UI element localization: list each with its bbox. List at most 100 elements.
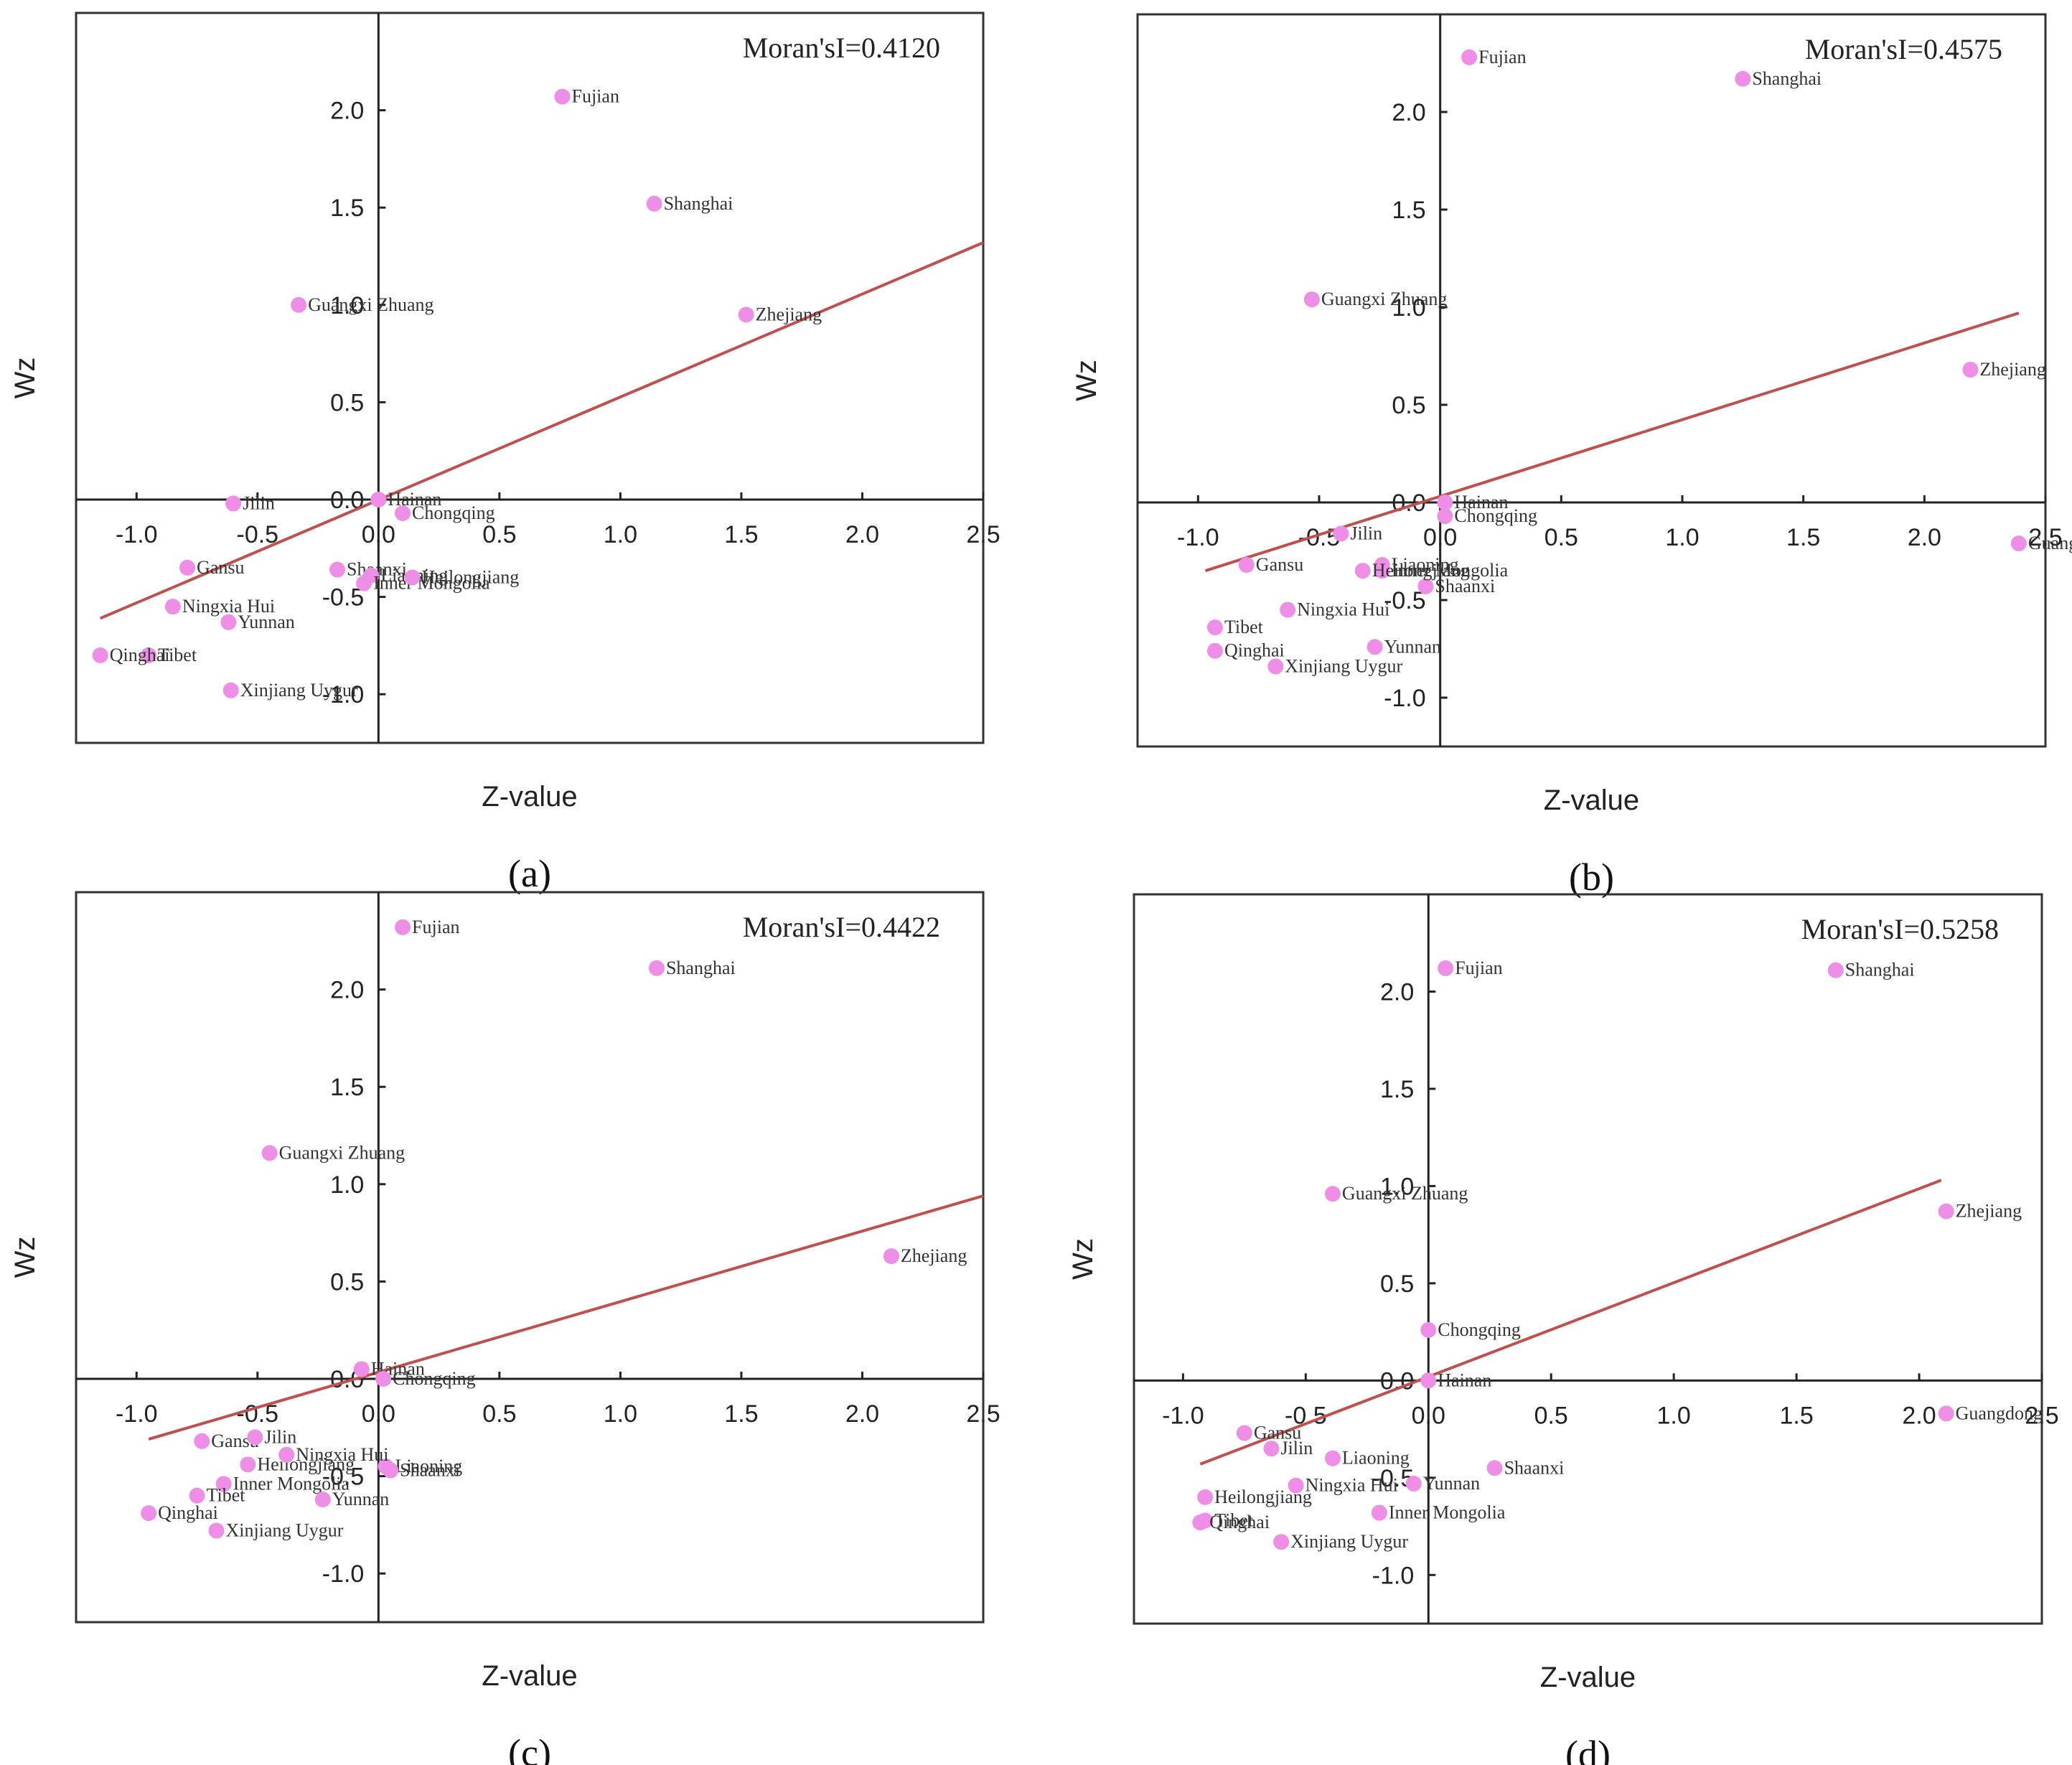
data-point: [1735, 70, 1751, 87]
data-point: [370, 492, 387, 507]
data-point: [314, 1492, 331, 1508]
x-tick-label: 1.5: [724, 521, 758, 548]
point-label: Gansu: [1256, 554, 1303, 575]
regression-line: [1199, 1179, 1942, 1466]
x-tick-label: 2.0: [1902, 1402, 1936, 1429]
data-point: [395, 919, 411, 935]
point-label: Yunnan: [1423, 1473, 1480, 1494]
point-label: Fujian: [412, 917, 459, 937]
panel-b: -1.0 -0.5 0.0 0.5 1.0 1.5 2.0 2.5-1.0-0.50.00.5…: [1071, 13, 2072, 899]
point-label: Qinghai: [158, 1502, 218, 1523]
data-point: [329, 561, 346, 578]
point-label: Tibet: [207, 1485, 246, 1506]
point-label: Yunnan: [238, 612, 294, 632]
data-point: [383, 1462, 399, 1479]
point-label: Qinghai: [1224, 640, 1285, 661]
data-point: [1371, 1504, 1387, 1521]
y-tick-label: 1.0: [1392, 294, 1425, 322]
data-point: [1267, 658, 1284, 675]
x-tick-label: 0.0: [362, 1400, 395, 1428]
point-label: Hainan: [1454, 492, 1508, 512]
point-label: Shaanxi: [1504, 1457, 1565, 1478]
data-point: [356, 575, 372, 591]
data-point: [1263, 1441, 1280, 1457]
data-point: [225, 495, 242, 512]
x-tick-label: 1.5: [1779, 1402, 1813, 1429]
panel-a: -1.0 -0.5 0.0 0.5 1.0 1.5 2.0 2.5 -1.0 -0.5 0.0 0.5…: [9, 11, 1000, 895]
regression-line: [148, 1194, 984, 1441]
x-tick-label: -0.5: [237, 1400, 279, 1428]
y-tick-label: 1.0: [330, 1171, 364, 1199]
x-tick-label: 1.5: [1786, 524, 1820, 551]
y-axis-title: Wz: [9, 357, 41, 399]
point-label: Zhejiang: [1956, 1201, 2022, 1222]
y-tick-label: 0.0: [1380, 1367, 1414, 1395]
data-point: [1197, 1489, 1214, 1505]
y-tick-label: 2.0: [1380, 978, 1414, 1006]
x-tick-label: 2.0: [1908, 524, 1941, 551]
panel-label: (c): [508, 1731, 551, 1765]
data-point: [208, 1522, 225, 1539]
data-point: [1938, 1405, 1954, 1422]
data-point: [261, 1145, 278, 1161]
data-point: [1405, 1475, 1422, 1492]
point-label: Ningxia Hui: [1305, 1475, 1398, 1496]
point-label: Chongqing: [412, 502, 495, 523]
data-point: [1417, 578, 1434, 594]
y-tick-label: 0.5: [1392, 392, 1425, 419]
data-point: [554, 88, 571, 105]
y-tick-label: 0.5: [330, 389, 364, 416]
point-label: Jilin: [1280, 1438, 1313, 1459]
x-tick-label: 1.0: [1665, 524, 1699, 551]
panel-d: -1.0 -0.5 0.0 0.5 1.0 1.5 2.0 2.5-1.0-0.50.00.5…: [1067, 893, 2059, 1765]
data-point: [1461, 49, 1478, 65]
panel-label: (b): [1569, 856, 1614, 899]
point-label: Hainan: [1438, 1370, 1491, 1390]
regression-line: [99, 241, 984, 620]
data-point: [164, 599, 181, 615]
regression-line: [1204, 312, 2020, 573]
data-point: [220, 614, 237, 630]
y-tick-label: -1.0: [322, 681, 365, 708]
point-label: Shanghai: [664, 193, 733, 214]
y-tick-label: 1.0: [1380, 1173, 1414, 1200]
moran-i-annotation: Moran'sI=0.4120: [743, 32, 940, 64]
plot-frame: [75, 891, 985, 1624]
x-tick-label: 2.5: [966, 521, 1000, 548]
x-tick-label: 0.0: [1423, 524, 1457, 551]
y-tick-label: 0.5: [330, 1268, 364, 1296]
data-point: [291, 296, 307, 313]
moran-i-annotation: Moran'sI=0.5258: [1801, 913, 1999, 945]
plot-frame: [75, 11, 985, 744]
moran-i-annotation: Moran'sI=0.4575: [1805, 33, 2002, 65]
x-tick-label: 2.0: [845, 521, 879, 548]
x-tick-label: 0.5: [1534, 1402, 1568, 1429]
point-label: Heilongjiang: [1372, 560, 1470, 581]
point-label: Liaoning: [395, 1456, 462, 1476]
data-point: [1333, 525, 1349, 542]
point-label: Hainan: [388, 489, 441, 510]
x-tick-label: -0.5: [237, 521, 279, 548]
data-point: [646, 195, 662, 212]
y-axis-title: Wz: [9, 1237, 41, 1278]
data-point: [194, 1433, 210, 1449]
point-label: Tibet: [1214, 1509, 1254, 1530]
x-tick-label: 2.0: [845, 1400, 879, 1428]
y-tick-label: -1.0: [1372, 1562, 1415, 1589]
data-point: [1438, 960, 1454, 976]
point-label: Xinjiang Uygur: [240, 680, 358, 701]
point-label: Chongqing: [393, 1368, 476, 1389]
data-point: [1374, 557, 1390, 573]
data-point: [179, 559, 196, 576]
x-tick-label: -1.0: [116, 1400, 158, 1428]
y-tick-label: 0.0: [330, 487, 364, 514]
y-tick-label: -0.5: [1384, 587, 1426, 614]
y-tick-label: 0.5: [1380, 1270, 1414, 1298]
point-label: Tibet: [1224, 617, 1264, 637]
panel-label: (d): [1565, 1733, 1611, 1765]
point-label: Liaoning: [1342, 1448, 1410, 1469]
data-point: [240, 1456, 256, 1473]
data-point: [1324, 1450, 1341, 1466]
x-tick-label: -0.5: [1298, 524, 1341, 551]
y-tick-label: 1.5: [1392, 197, 1425, 224]
